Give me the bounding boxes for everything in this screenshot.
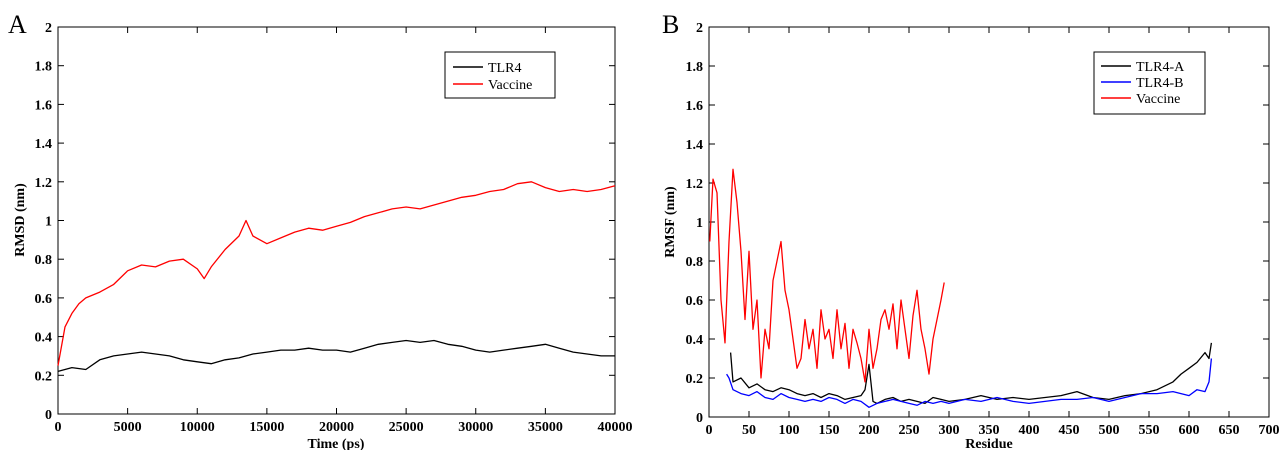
- y-tick-label-a: 1.8: [35, 60, 53, 75]
- y-tick-label-b: 1.4: [686, 138, 704, 153]
- y-tick-label-b: 1.6: [686, 99, 704, 114]
- x-tick-label-b: 250: [899, 423, 920, 438]
- y-tick-label-b: 0.2: [686, 372, 704, 387]
- panel-letter-a: A: [8, 10, 27, 39]
- legend-a: TLR4 Vaccine: [444, 51, 556, 99]
- y-tick-label-a: 0.8: [35, 253, 53, 268]
- x-tick-label-a: 30000: [458, 420, 493, 435]
- x-tick-label-b: 650: [1219, 423, 1240, 438]
- x-tick-label-b: 100: [779, 423, 800, 438]
- y-tick-label-b: 1.8: [686, 60, 704, 75]
- x-tick-label-a: 5000: [114, 420, 142, 435]
- x-tick-label-b: 50: [742, 423, 756, 438]
- x-tick-label-a: 35000: [528, 420, 563, 435]
- y-tick-label-a: 2: [45, 21, 52, 36]
- y-tick-label-a: 1.2: [35, 176, 53, 191]
- panel-a: A 0 5000 10000 15000 20000 25000 30000 35000 400…: [8, 10, 633, 450]
- y-tick-label-a: 0.4: [35, 331, 53, 346]
- y-tick-label-b: 2: [696, 21, 703, 36]
- axis-ticks-a: 0 5000 10000 15000 20000 25000 30000 35000 40000…: [35, 21, 633, 435]
- legend-label-vaccine-b: Vaccine: [1136, 92, 1180, 107]
- x-tick-label-a: 10000: [180, 420, 215, 435]
- legend-box-b: [1093, 51, 1206, 115]
- panel-b: B 0 50 100 150 200 250 300 350 400 450 500 550 600 65…: [662, 10, 1279, 450]
- x-tick-label-b: 150: [819, 423, 840, 438]
- x-tick-label-b: 450: [1059, 423, 1080, 438]
- x-tick-label-b: 0: [706, 423, 713, 438]
- x-tick-label-a: 25000: [389, 420, 424, 435]
- x-tick-label-a: 40000: [598, 420, 633, 435]
- y-axis-label-a: RMSD (nm): [13, 183, 28, 257]
- x-tick-label-b: 700: [1259, 423, 1279, 438]
- legend-b: TLR4-A TLR4-B Vaccine: [1093, 51, 1206, 115]
- y-tick-label-a: 1.6: [35, 98, 53, 113]
- x-tick-label-b: 400: [1019, 423, 1040, 438]
- y-tick-label-a: 0.6: [35, 292, 53, 307]
- y-tick-label-a: 1.4: [35, 137, 53, 152]
- x-axis-label-b: Residue: [965, 437, 1012, 450]
- series-lines-b: [709, 168, 1213, 408]
- legend-label-vaccine-a: Vaccine: [488, 78, 532, 93]
- panel-letter-b: B: [662, 10, 679, 39]
- y-tick-label-a: 0: [45, 408, 52, 423]
- x-tick-label-b: 600: [1179, 423, 1200, 438]
- x-tick-label-b: 200: [859, 423, 880, 438]
- x-tick-label-b: 350: [979, 423, 1000, 438]
- legend-box-a: [444, 51, 556, 99]
- axis-ticks-b: 0 50 100 150 200 250 300 350 400 450 500 550 600 650 7…: [686, 21, 1279, 438]
- series-line-a-vaccine: [57, 181, 616, 366]
- y-tick-label-b: 0: [696, 411, 703, 426]
- y-tick-label-b: 0.4: [686, 333, 704, 348]
- x-axis-label-a: Time (ps): [308, 437, 365, 450]
- y-tick-label-a: 1: [45, 215, 52, 230]
- legend-label-tlr4: TLR4: [488, 61, 521, 76]
- y-tick-label-b: 0.8: [686, 255, 704, 270]
- x-tick-label-a: 0: [55, 420, 62, 435]
- series-line-b-tlr4-b: [726, 358, 1213, 408]
- y-axis-label-b: RMSF (nm): [663, 186, 678, 258]
- x-tick-label-b: 500: [1099, 423, 1120, 438]
- y-tick-label-b: 0.6: [686, 294, 704, 309]
- y-tick-label-a: 0.2: [35, 369, 53, 384]
- x-tick-label-b: 550: [1139, 423, 1160, 438]
- x-tick-label-a: 15000: [249, 420, 284, 435]
- series-line-b-vaccine: [709, 168, 945, 383]
- x-tick-label-a: 20000: [319, 420, 354, 435]
- legend-label-tlr4-a: TLR4-A: [1136, 60, 1185, 75]
- x-tick-label-b: 300: [939, 423, 960, 438]
- series-line-a-tlr4: [57, 339, 615, 373]
- series-lines-a: [57, 181, 616, 373]
- y-tick-label-b: 1: [696, 216, 703, 231]
- y-tick-label-b: 1.2: [686, 177, 704, 192]
- legend-label-tlr4-b: TLR4-B: [1136, 76, 1183, 91]
